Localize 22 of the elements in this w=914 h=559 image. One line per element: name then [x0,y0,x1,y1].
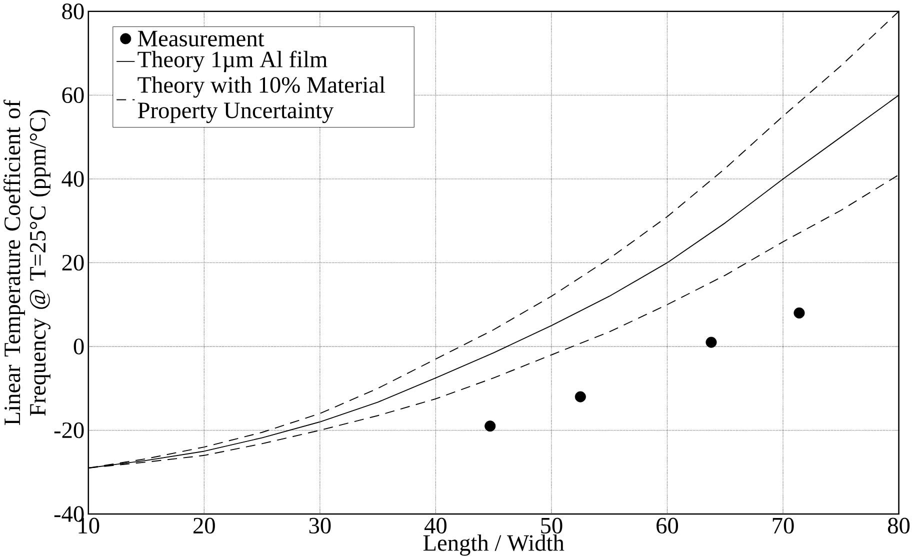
y-tick-label: 0 [74,338,84,354]
y-axis-title: Linear Temperature Coefficient of Frequency @ T=25°C (ppm/°C) [4,100,50,425]
y-tick-label: 20 [62,254,84,270]
x-axis-title: Length / Width [423,534,564,556]
x-tick-label: 80 [888,518,910,534]
legend-label: Theory 1µm Al film [138,50,328,72]
legend-label: Theory with 10% Material Property Uncertainty [138,76,386,123]
y-tick-label: 40 [62,170,84,187]
legend-label: Measurement [138,30,264,46]
y-tick-label: 60 [62,87,84,103]
point [706,336,717,348]
point [484,420,496,432]
y-tick-label: -20 [54,422,84,438]
x-tick-label: 60 [656,518,678,534]
x-tick-label: 20 [194,518,215,534]
x-tick-label: 30 [309,518,331,534]
x-tick-label: 40 [424,518,446,534]
y-tick-label: 80 [62,3,84,20]
point [794,307,805,318]
x-tick-label: 50 [541,518,562,534]
point [574,391,586,402]
x-tick-label: 70 [772,518,794,534]
